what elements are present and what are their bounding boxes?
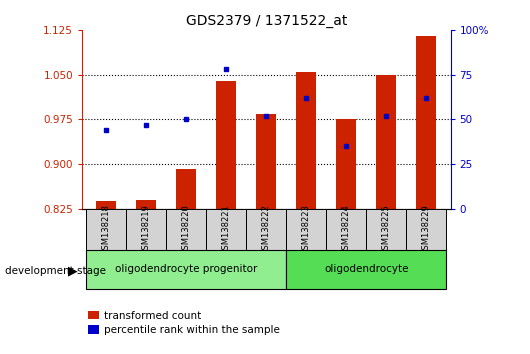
FancyBboxPatch shape: [326, 209, 366, 250]
Bar: [376, 75, 396, 209]
Legend: transformed count, percentile rank within the sample: transformed count, percentile rank withi…: [87, 310, 281, 336]
FancyBboxPatch shape: [366, 209, 407, 250]
Bar: [176, 169, 196, 209]
Text: GSM138225: GSM138225: [382, 204, 391, 255]
FancyBboxPatch shape: [206, 209, 246, 250]
Bar: [216, 81, 236, 209]
FancyBboxPatch shape: [86, 209, 126, 250]
Text: GSM138218: GSM138218: [102, 204, 111, 255]
Text: GSM138219: GSM138219: [142, 204, 151, 255]
Text: GSM138222: GSM138222: [262, 204, 271, 255]
Bar: [296, 72, 316, 209]
Bar: [136, 200, 156, 209]
Text: ▶: ▶: [68, 264, 78, 277]
Bar: [417, 36, 437, 209]
Text: oligodendrocyte: oligodendrocyte: [324, 264, 409, 274]
Title: GDS2379 / 1371522_at: GDS2379 / 1371522_at: [186, 14, 347, 28]
FancyBboxPatch shape: [166, 209, 206, 250]
Text: GSM138229: GSM138229: [422, 204, 431, 255]
FancyBboxPatch shape: [246, 209, 286, 250]
Bar: [96, 201, 116, 209]
Text: GSM138220: GSM138220: [182, 204, 191, 255]
FancyBboxPatch shape: [286, 250, 446, 289]
Text: development stage: development stage: [5, 266, 107, 276]
Bar: [337, 119, 356, 209]
FancyBboxPatch shape: [86, 250, 286, 289]
Bar: [257, 114, 276, 209]
FancyBboxPatch shape: [126, 209, 166, 250]
FancyBboxPatch shape: [407, 209, 446, 250]
FancyBboxPatch shape: [286, 209, 326, 250]
Text: oligodendrocyte progenitor: oligodendrocyte progenitor: [115, 264, 258, 274]
Text: GSM138223: GSM138223: [302, 204, 311, 255]
Text: GSM138224: GSM138224: [342, 204, 351, 255]
Text: GSM138221: GSM138221: [222, 204, 231, 255]
